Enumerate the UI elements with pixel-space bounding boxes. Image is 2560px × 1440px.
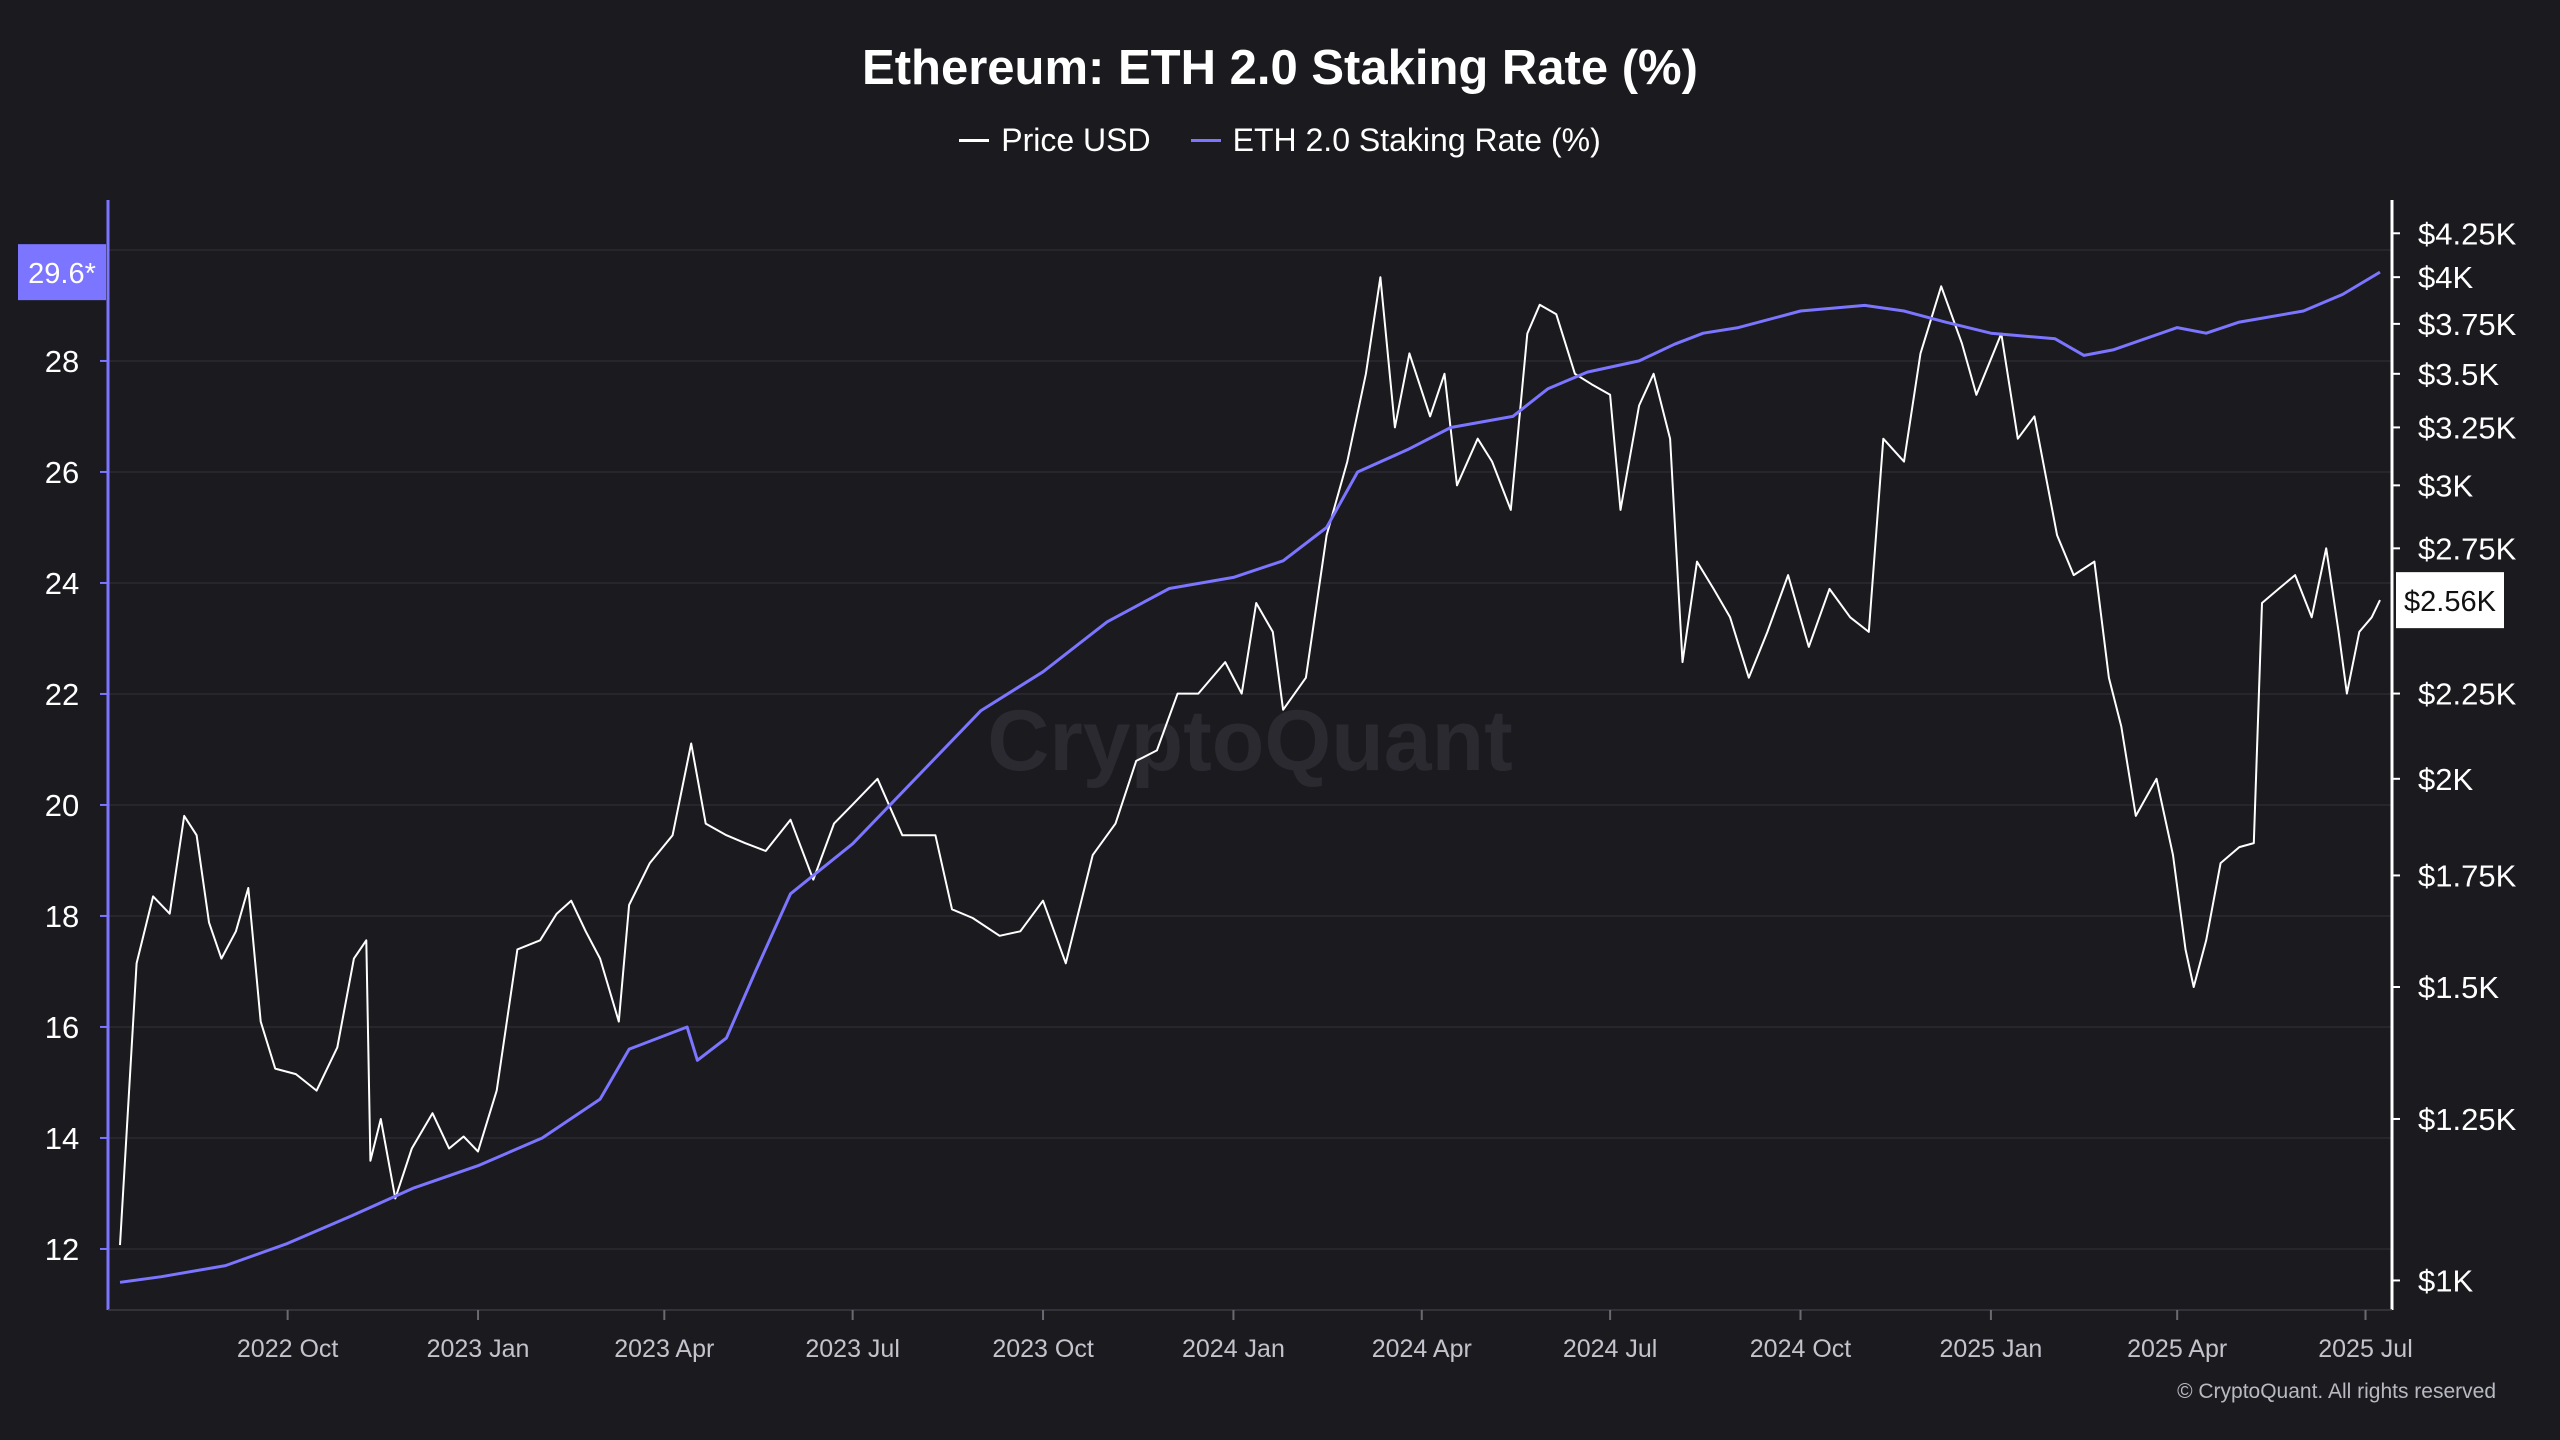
legend-label-price: Price USD xyxy=(1001,122,1151,158)
staking-series[interactable] xyxy=(119,270,2381,1284)
legend-swatch-staking xyxy=(1190,139,1221,142)
left-tick-label: 18 xyxy=(45,899,79,934)
axis-labels: 12 14 16 18 20 22 24 26 28 $1K $1.25K $1.5K $1.75K $2… xyxy=(18,216,2517,1363)
x-tick-label: 2024 Jul xyxy=(1563,1335,1658,1363)
watermark: CryptoQuant xyxy=(987,693,1513,789)
copyright-text: © CryptoQuant. All rights reserved xyxy=(2177,1380,2496,1403)
chart-legend: Price USD ETH 2.0 Staking Rate (%) xyxy=(0,122,2560,159)
left-tick-label: 14 xyxy=(45,1121,79,1156)
left-tick-label: 26 xyxy=(45,455,79,490)
x-tick-label: 2025 Apr xyxy=(2127,1335,2227,1363)
left-current-badge xyxy=(18,244,106,301)
left-tick-label: 12 xyxy=(45,1232,79,1267)
x-tick-label: 2023 Jul xyxy=(805,1335,900,1363)
right-tick-label: $4.25K xyxy=(2418,216,2517,251)
price-line[interactable] xyxy=(119,276,2381,1246)
left-tick-label: 16 xyxy=(45,1010,79,1045)
x-tick-label: 2024 Jan xyxy=(1182,1335,1285,1363)
x-tick-label: 2023 Apr xyxy=(614,1335,714,1363)
right-tick-label: $1.5K xyxy=(2418,970,2499,1005)
staking-line[interactable] xyxy=(119,270,2381,1284)
x-tick-label: 2023 Jan xyxy=(427,1335,530,1363)
x-tick-label: 2022 Oct xyxy=(237,1335,339,1363)
left-current-label: 29.6* xyxy=(28,258,96,290)
right-tick-label: $1.25K xyxy=(2418,1102,2517,1137)
gridlines xyxy=(108,249,2392,1250)
x-tick-label: 2024 Oct xyxy=(1750,1335,1852,1363)
right-tick-label: $3K xyxy=(2418,468,2473,503)
right-tick-label: $3.5K xyxy=(2418,357,2499,392)
x-tick-label: 2024 Apr xyxy=(1372,1335,1472,1363)
x-tick-label: 2025 Jan xyxy=(1939,1335,2042,1363)
left-tick-label: 22 xyxy=(45,677,79,712)
right-tick-label: $1K xyxy=(2418,1263,2473,1298)
price-series[interactable] xyxy=(119,276,2381,1246)
left-tick-label: 24 xyxy=(45,566,79,601)
right-tick-label: $2.25K xyxy=(2418,677,2517,712)
legend-label-staking: ETH 2.0 Staking Rate (%) xyxy=(1232,122,1601,158)
left-tick-label: 20 xyxy=(45,788,79,823)
right-tick-label: $2K xyxy=(2418,762,2473,797)
left-tick-label: 28 xyxy=(45,344,79,379)
x-tick-label: 2023 Oct xyxy=(992,1335,1094,1363)
legend-swatch-price xyxy=(959,139,990,142)
axes xyxy=(100,200,2400,1320)
chart-title: Ethereum: ETH 2.0 Staking Rate (%) xyxy=(862,41,1698,95)
x-tick-label: 2025 Jul xyxy=(2318,1335,2413,1363)
right-tick-label: $4K xyxy=(2418,260,2473,295)
right-current-badge xyxy=(2396,572,2504,629)
right-current-label: $2.56K xyxy=(2404,586,2497,618)
right-tick-label: $1.75K xyxy=(2418,858,2517,893)
legend-item-staking[interactable]: ETH 2.0 Staking Rate (%) xyxy=(1190,122,1601,159)
legend-item-price[interactable]: Price USD xyxy=(959,122,1151,159)
right-tick-label: $2.75K xyxy=(2418,531,2517,566)
right-tick-label: $3.25K xyxy=(2418,410,2517,445)
right-tick-label: $3.75K xyxy=(2418,307,2517,342)
